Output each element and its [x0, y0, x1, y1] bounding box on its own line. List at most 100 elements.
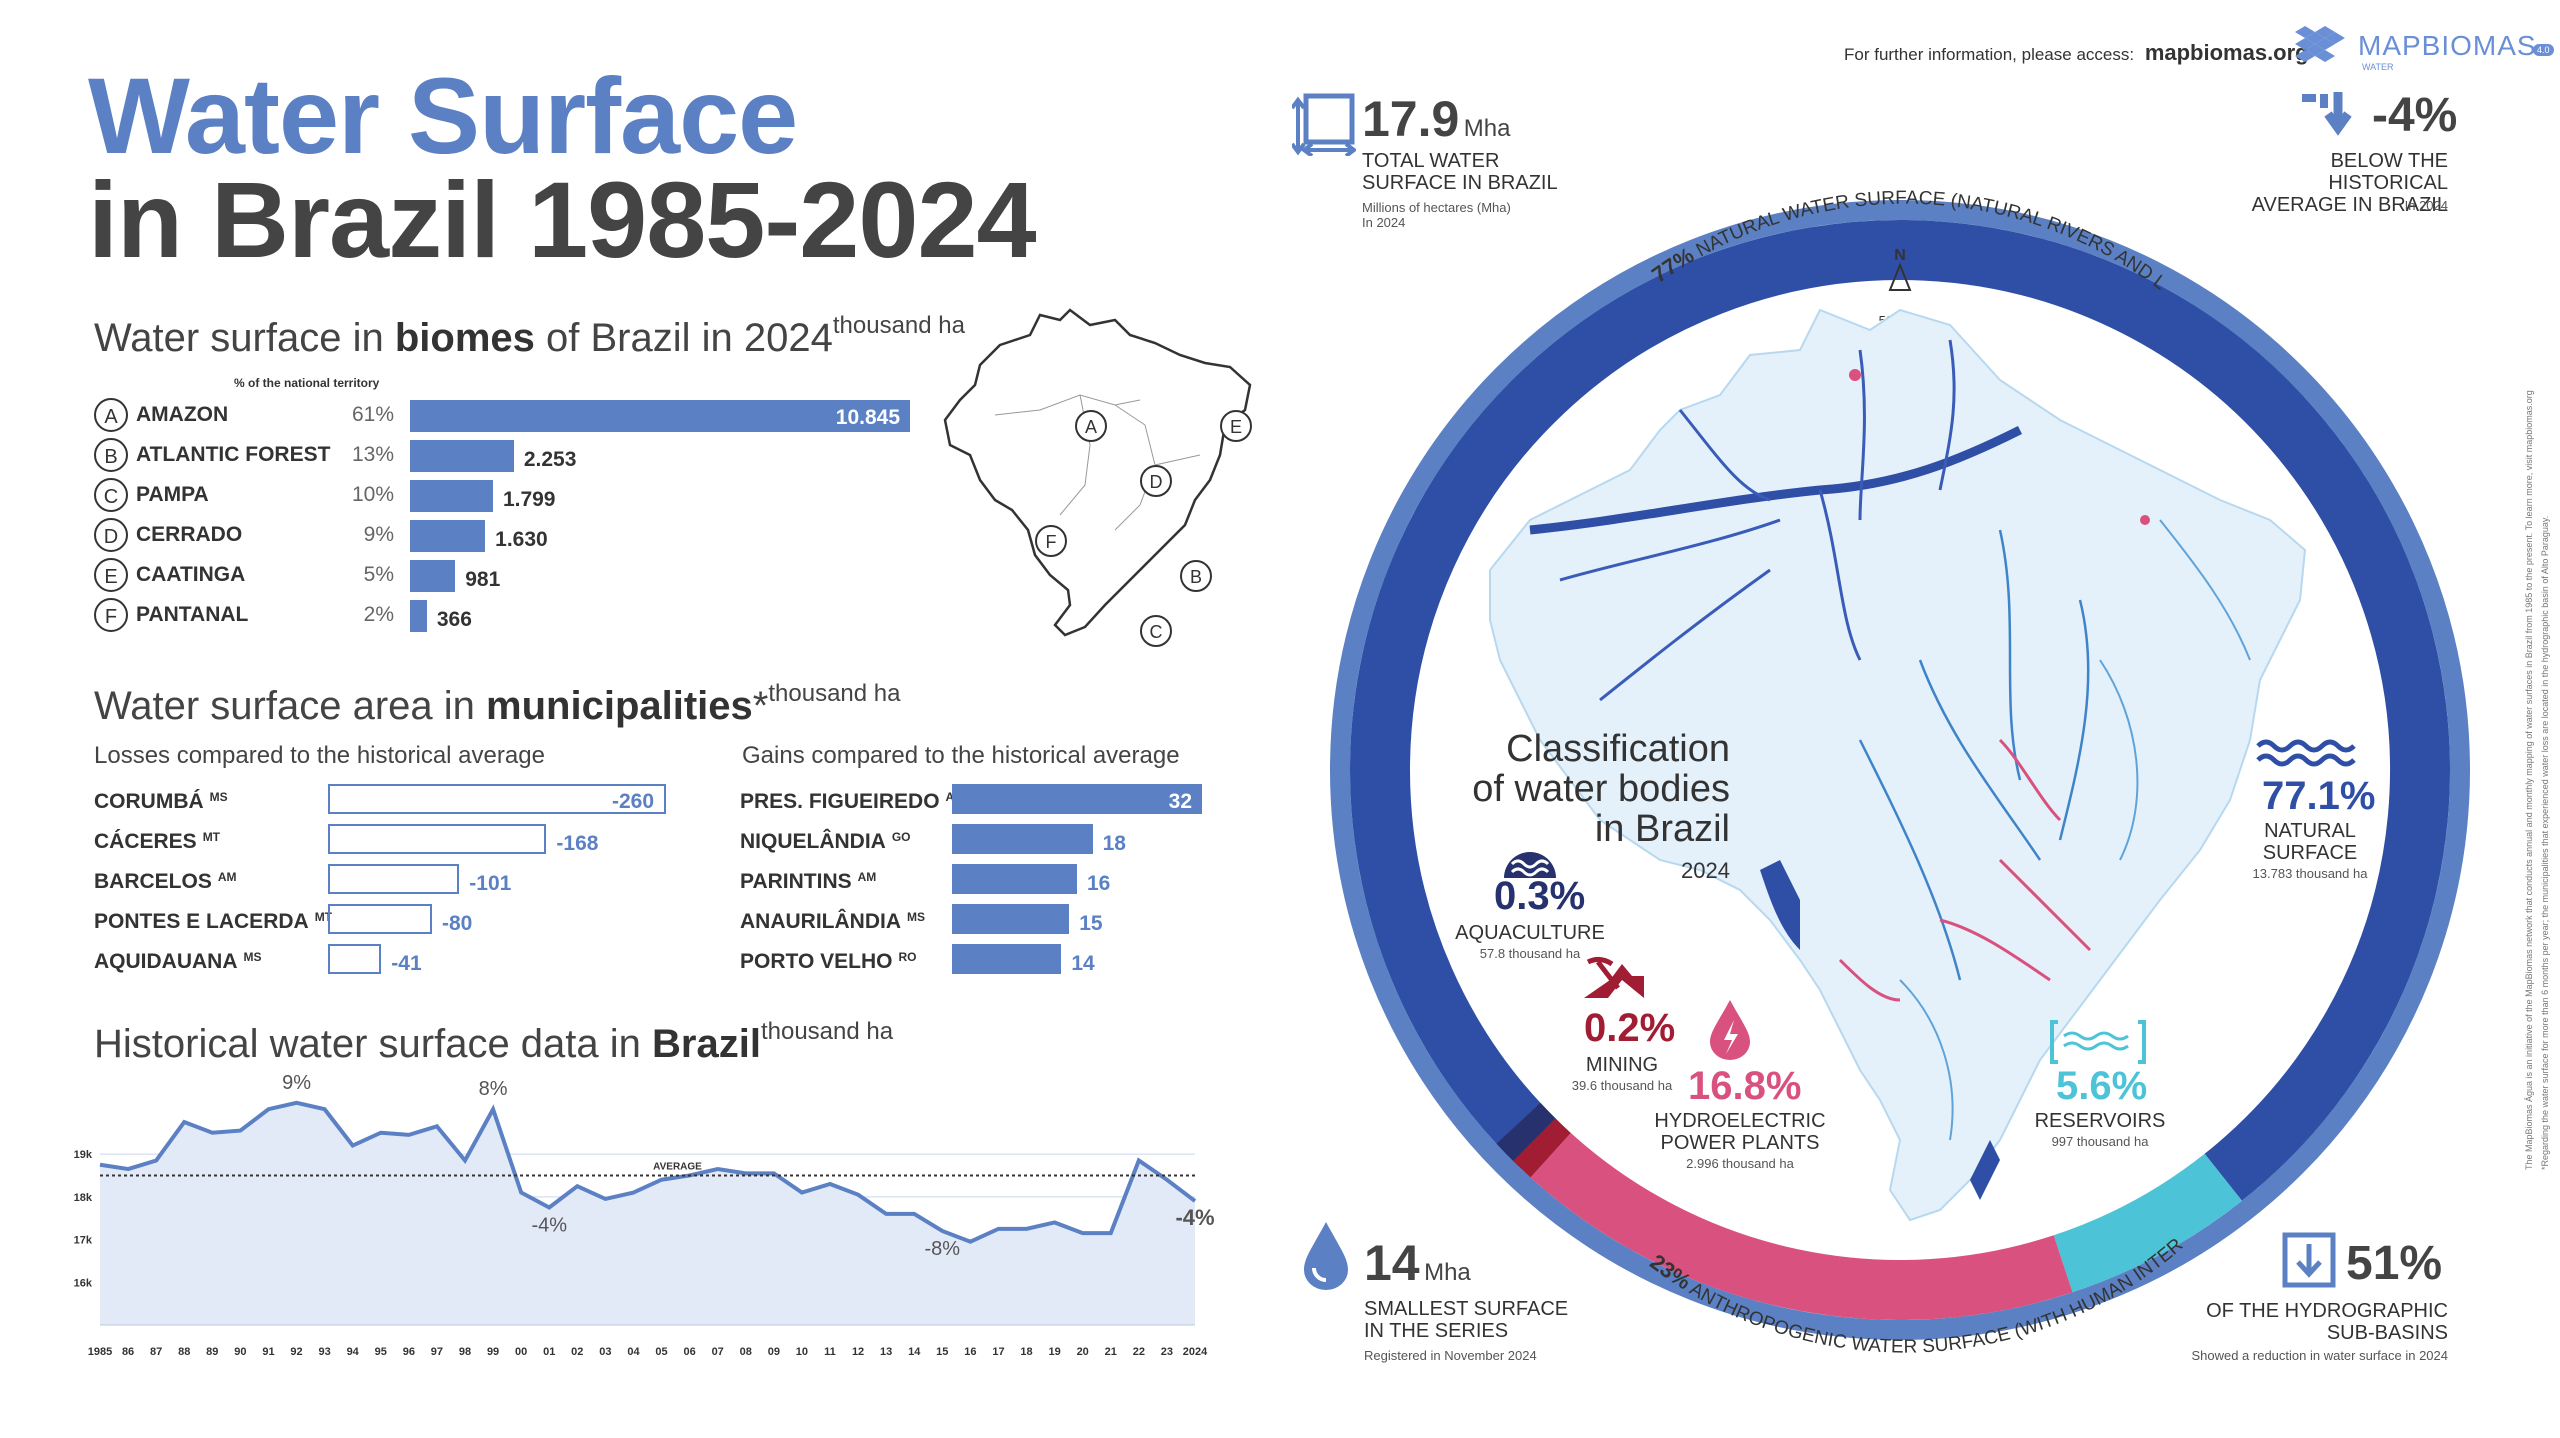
map-letter-marker: F [1035, 525, 1067, 557]
history-x-tick-label: 86 [122, 1346, 134, 1358]
history-area [100, 1102, 1195, 1325]
history-x-tick-label: 06 [683, 1346, 695, 1358]
gain-municipality-name: PRES. FIGUEIREDOAM [740, 790, 964, 814]
biome-letter-circle: D [94, 518, 128, 552]
map-letter-marker: A [1075, 410, 1107, 442]
hydro-pct: 16.8% [1688, 1064, 1802, 1108]
history-x-tick-label: 04 [627, 1346, 640, 1358]
ring-segment [2053, 1153, 2242, 1293]
gain-municipality-label: NIQUELÂNDIA [740, 830, 886, 853]
hydro-label: HYDROELECTRIC POWER PLANTS [1654, 1110, 1826, 1154]
biomes-title: Water surface in biomes of Brazil in 202… [94, 312, 965, 360]
ring-segment [1350, 220, 2450, 1201]
mining-pickaxe-icon [1584, 956, 1644, 998]
loss-state-code: MS [209, 790, 228, 804]
svg-text:N: N [1894, 247, 1906, 264]
smallest-surface-note: Registered in November 2024 [1364, 1348, 1537, 1363]
loss-municipality-label: PONTES E LACERDA [94, 910, 309, 933]
subbasins-stat: 51% [2346, 1237, 2443, 1290]
total-water-label: TOTAL WATER SURFACE IN BRAZIL [1362, 150, 1558, 194]
biome-value-label: 366 [436, 608, 472, 631]
history-x-tick-label: 01 [543, 1346, 555, 1358]
history-y-tick-label: 19k [74, 1149, 93, 1161]
down-arrow-icon [2302, 92, 2352, 136]
loss-municipality-name: BARCELOS AM [94, 870, 237, 894]
biome-value-label: 2.253 [523, 448, 577, 471]
history-x-tick-label: 92 [290, 1346, 302, 1358]
biome-letter-circle: F [94, 598, 128, 632]
gain-value-label: 18 [1102, 832, 1126, 855]
gain-state-code: GO [891, 830, 911, 844]
water-drop-icon [1304, 1222, 1348, 1290]
biome-territory-pct: 9% [363, 523, 394, 546]
history-x-tick-label: 98 [459, 1346, 471, 1358]
mining-label: MINING [1585, 1054, 1659, 1076]
history-x-tick-label: 23 [1161, 1346, 1173, 1358]
loss-state-code: MT [202, 830, 221, 844]
gain-bar [952, 784, 1202, 814]
ring-segments [1350, 220, 2450, 1320]
map-letter-marker: B [1180, 560, 1212, 592]
classification-year: 2024 [1681, 858, 1730, 883]
biome-bar [410, 600, 427, 632]
subbasins-label: OF THE HYDROGRAPHIC SUB-BASINS [2206, 1300, 2448, 1344]
history-x-tick-label: 08 [740, 1346, 752, 1358]
subbasins-note: Showed a reduction in water surface in 2… [2191, 1348, 2448, 1363]
map-letter-marker: C [1140, 615, 1172, 647]
history-y-tick-label: 16k [74, 1277, 93, 1289]
history-x-tick-label: 16 [964, 1346, 976, 1358]
reservoirs-label: RESERVOIRS [2034, 1110, 2166, 1132]
history-x-tick-label: 13 [880, 1346, 892, 1358]
loss-value-label: -168 [556, 832, 599, 855]
history-y-tick-label: 17k [74, 1235, 93, 1247]
aquaculture-note: 57.8 thousand ha [1479, 946, 1581, 961]
biome-letter-circle: C [94, 478, 128, 512]
history-x-tick-label: 91 [262, 1346, 274, 1358]
gain-municipality-label: PORTO VELHO [740, 950, 893, 973]
loss-value-label: -41 [391, 952, 422, 975]
gain-state-code: AM [857, 870, 877, 884]
biome-territory-pct: 10% [351, 483, 394, 506]
aquaculture-waves-icon [1504, 852, 1556, 878]
classification-title: Classification of water bodies in Brazil [1472, 728, 1730, 850]
history-x-tick-label: 18 [1020, 1346, 1032, 1358]
gain-value-label: 32 [1168, 790, 1192, 813]
history-x-tick-label: 07 [712, 1346, 724, 1358]
biome-name: PAMPA [136, 483, 209, 506]
page-title-line2: in Brazil 1985-2024 [88, 159, 1037, 280]
biome-letter-circle: E [94, 558, 128, 592]
gain-bar [952, 824, 1093, 854]
ring-segment [1530, 1132, 2073, 1320]
mining-note: 39.6 thousand ha [1571, 1078, 1673, 1093]
below-average-stat: -4% [2372, 89, 2458, 142]
history-annotation: -4% [1175, 1205, 1214, 1230]
history-x-tick-label: 11 [824, 1346, 836, 1358]
biome-name: PANTANAL [136, 603, 249, 626]
history-annotation: -8% [925, 1238, 961, 1260]
history-x-tick-label: 94 [347, 1346, 360, 1358]
history-x-tick-label: 00 [515, 1346, 527, 1358]
gain-bar [952, 904, 1070, 934]
history-area-chart: 16k 17k 18k 19k AVERAGE 1985 86 87 88 89 90 91 92 93 9… [74, 1072, 1215, 1358]
loss-bar [328, 784, 666, 814]
natural-pct: 77.1% [2262, 774, 2376, 818]
gains-label: Gains compared to the historical average [742, 742, 1180, 769]
logo-badge: 4.0 [2533, 44, 2554, 56]
losses-label: Losses compared to the historical averag… [94, 742, 545, 769]
outer-ring [1330, 200, 2470, 1340]
aquaculture-pct: 0.3% [1494, 874, 1586, 918]
history-title: Historical water surface data in Brazilt… [94, 1018, 894, 1066]
smallest-surface-label: SMALLEST SURFACE IN THE SERIES [1364, 1298, 1569, 1342]
history-x-tick-label: 22 [1133, 1346, 1145, 1358]
brazil-water-map [1489, 308, 2307, 1222]
loss-state-code: MT [314, 910, 333, 924]
side-note-2: *Regarding the water surface for more th… [2540, 515, 2550, 1170]
gain-value-label: 14 [1071, 952, 1095, 975]
loss-value-label: -260 [611, 790, 654, 813]
reservoirs-icon [2050, 1020, 2146, 1064]
history-y-tick-label: 18k [74, 1192, 93, 1204]
info-site-link[interactable]: mapbiomas.org [2144, 40, 2309, 65]
history-x-tick-label: 14 [908, 1346, 921, 1358]
natural-note: 13.783 thousand ha [2252, 866, 2368, 881]
history-x-tick-label: 09 [768, 1346, 780, 1358]
